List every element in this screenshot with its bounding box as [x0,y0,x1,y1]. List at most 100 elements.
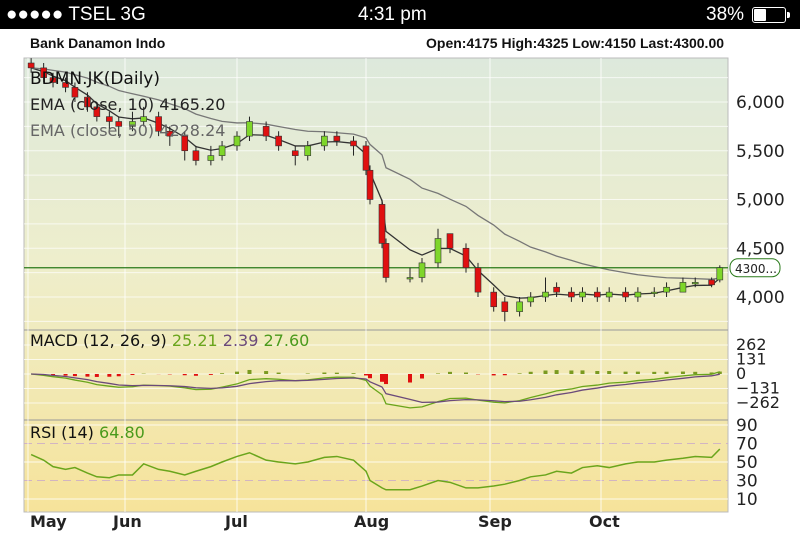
macd-histogram-bar [528,371,533,374]
price-tick-label: 6,000 [736,93,785,113]
macd-histogram-bar [543,370,548,374]
candle-body [553,286,560,293]
price-tick-label: 5,000 [736,191,785,211]
candle-body [207,155,215,161]
candle-body [568,291,575,298]
candle-body [140,116,147,122]
macd-histogram-bar [276,372,281,374]
macd-histogram-bar [652,371,657,374]
candle-body [418,262,426,278]
rsi-tick-label: 70 [736,435,758,455]
macd-histogram-bar [502,374,507,376]
macd-histogram-bar [264,371,269,374]
candle-body [434,238,442,264]
candle-body [490,291,498,308]
macd-histogram-bar [491,374,496,376]
candle-body [246,121,253,137]
candle-body [406,277,414,280]
macd-histogram-bar [364,374,368,376]
rsi-legend: RSI (14) 64.80 [30,423,145,442]
candle-body [378,204,386,244]
candle-body [262,126,270,137]
candle-body [593,291,601,298]
candle-body [291,150,299,156]
plot-background [23,57,729,513]
rsi-tick-label: 50 [736,453,758,473]
candle-body [679,282,687,293]
candle-body [27,62,35,69]
candle-body [40,67,47,78]
rsi-line [30,448,721,491]
candle-body [181,135,189,152]
candle-body [84,96,91,108]
macd-line [31,371,721,409]
candle-body [650,291,658,294]
clock: 4:31 pm [358,4,427,25]
macd-histogram-bar [193,374,198,376]
macd-histogram-bar [680,371,685,374]
candle-body [716,267,724,281]
candle-body [106,116,113,122]
candle-body [446,233,454,249]
month-label: Aug [354,512,389,531]
candle-body [622,291,629,298]
stock-name: Bank Danamon Indo [30,35,166,51]
macd-histogram-bar [448,371,452,374]
quote-header: Bank Danamon Indo Open:4175 High:4325 Lo… [0,29,800,56]
macd-histogram-bar [368,374,372,379]
month-label: Jun [112,512,142,531]
last-price-badge [729,258,781,278]
macd-histogram-bar [63,374,68,376]
macd-histogram-bar [235,371,239,374]
candle-body [333,135,341,142]
battery-percent: 38% [706,4,745,25]
price-tick-label: 4,500 [736,239,785,259]
candle-body [605,291,613,298]
candle-body [516,301,523,312]
macd-histogram-bar [208,374,213,375]
status-bar: ●●●●● TSEL 3G 4:31 pm 38% [0,0,800,29]
macd-histogram-bar [517,373,522,374]
candle-body [362,145,370,171]
candle-body [155,116,162,132]
chart-title: BDMN.JK(Daily) [30,69,160,89]
macd-histogram-bar [408,374,412,383]
macd-histogram-bar [635,371,640,374]
macd-tick-label: −262 [736,393,780,412]
candle-body [115,121,123,127]
candle-body [462,247,470,269]
ema50-legend: EMA (close, 50) 4228.24 [30,121,225,140]
macd-histogram-bar [664,371,669,374]
candle-body [49,77,57,83]
macd-histogram-bar [384,374,388,385]
candle-body [321,135,328,147]
battery-icon [752,7,790,23]
month-label: Sep [478,512,512,531]
last-price-label: 4300... [735,262,777,276]
candle-body [542,291,549,298]
rsi-tick-label: 90 [736,416,758,436]
macd-histogram-bar [72,374,77,377]
macd-histogram-bar [464,372,468,374]
candle-body [708,279,715,286]
macd-signal-line [31,373,720,404]
rsi-tick-label: 10 [736,490,758,510]
macd-histogram-bar [51,374,56,376]
macd-tick-label: 262 [736,335,767,354]
candle-body [501,301,509,312]
price-tick-label: 5,500 [736,142,785,162]
month-label: Oct [589,512,620,531]
macd-histogram-bar [322,372,327,374]
candle-body [691,282,699,285]
month-label: Jul [224,512,248,531]
candle-body [382,243,390,278]
candle-body [304,145,312,156]
macd-tick-label: 131 [736,350,767,369]
macd-histogram-bar [334,372,339,374]
macd-histogram-bar [693,371,698,374]
macd-histogram-bar [351,373,356,374]
macd-histogram-bar [182,374,187,376]
macd-histogram-bar [380,374,384,382]
candle-body [474,267,482,293]
